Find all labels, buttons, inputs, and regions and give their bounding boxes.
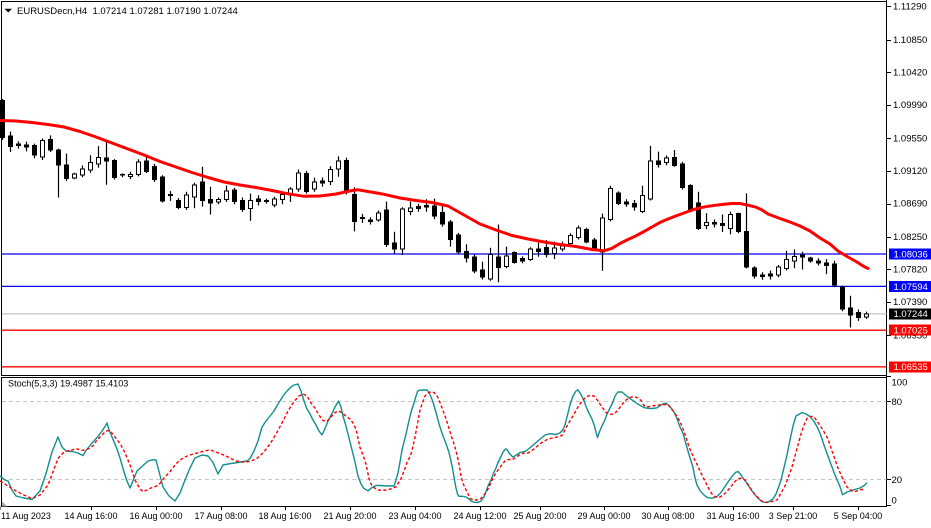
svg-text:30 Aug 08:00: 30 Aug 08:00 — [641, 511, 694, 521]
svg-text:31 Aug 16:00: 31 Aug 16:00 — [706, 511, 759, 521]
svg-text:1.07244: 1.07244 — [894, 309, 928, 320]
svg-text:0: 0 — [892, 495, 897, 506]
svg-text:1.10420: 1.10420 — [893, 68, 927, 79]
svg-text:1.07820: 1.07820 — [893, 265, 927, 276]
svg-text:1.08036: 1.08036 — [894, 249, 928, 260]
svg-text:11 Aug 2023: 11 Aug 2023 — [1, 511, 51, 521]
svg-text:23 Aug 04:00: 23 Aug 04:00 — [388, 511, 441, 521]
svg-text:24 Aug 12:00: 24 Aug 12:00 — [453, 511, 506, 521]
svg-text:Stoch(5,3,3) 19.4987 15.4103: Stoch(5,3,3) 19.4987 15.4103 — [8, 379, 128, 389]
svg-text:14 Aug 16:00: 14 Aug 16:00 — [64, 511, 117, 521]
svg-text:25 Aug 20:00: 25 Aug 20:00 — [513, 511, 566, 521]
svg-text:21 Aug 20:00: 21 Aug 20:00 — [323, 511, 376, 521]
svg-text:29 Aug 00:00: 29 Aug 00:00 — [577, 511, 630, 521]
svg-text:1.11290: 1.11290 — [893, 2, 927, 13]
svg-text:1.09990: 1.09990 — [893, 100, 927, 111]
svg-text:1.09120: 1.09120 — [893, 166, 927, 177]
svg-text:17 Aug 08:00: 17 Aug 08:00 — [194, 511, 247, 521]
svg-text:18 Aug 16:00: 18 Aug 16:00 — [258, 511, 311, 521]
svg-text:1.06950: 1.06950 — [893, 331, 927, 342]
svg-text:1.07390: 1.07390 — [893, 297, 927, 308]
svg-text:1.09550: 1.09550 — [893, 134, 927, 145]
svg-text:80: 80 — [892, 397, 903, 408]
svg-text:1.07025: 1.07025 — [894, 326, 928, 337]
svg-text:100: 100 — [892, 377, 908, 388]
svg-text:5 Sep 04:00: 5 Sep 04:00 — [834, 511, 883, 521]
svg-text:1.06535: 1.06535 — [894, 362, 928, 373]
svg-text:20: 20 — [892, 475, 903, 486]
svg-text:1.08690: 1.08690 — [893, 199, 927, 210]
svg-text:EURUSDecn,H4 1.07214 1.07281: EURUSDecn,H4 1.07214 1.07281 1.07190 1.0… — [17, 6, 238, 17]
svg-text:1.07594: 1.07594 — [894, 282, 928, 293]
svg-text:16 Aug 00:00: 16 Aug 00:00 — [129, 511, 182, 521]
svg-text:3 Sep 21:00: 3 Sep 21:00 — [769, 511, 818, 521]
svg-text:1.08250: 1.08250 — [893, 232, 927, 243]
svg-text:1.10850: 1.10850 — [893, 35, 927, 46]
